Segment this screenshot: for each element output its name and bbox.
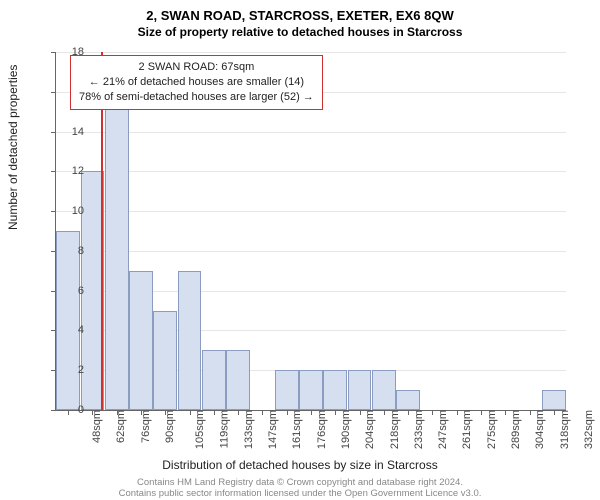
xtick-label: 105sqm [194,410,206,449]
bar [226,350,250,410]
xtick-mark [117,410,118,415]
xtick-mark [214,410,215,415]
xtick-label: 190sqm [340,410,352,449]
chart-subtitle: Size of property relative to detached ho… [0,23,600,39]
xtick-mark [408,410,409,415]
xtick-mark [384,410,385,415]
bar [542,390,566,410]
ytick-label: 0 [78,404,84,416]
bar [56,231,80,410]
gridline [56,251,566,252]
ytick-label: 4 [78,324,84,336]
xtick-label: 218sqm [389,410,401,449]
xtick-mark [141,410,142,415]
xtick-mark [360,410,361,415]
chart-container: 2, SWAN ROAD, STARCROSS, EXETER, EX6 8QW… [0,0,600,500]
bar [323,370,347,410]
info-line1: 2 SWAN ROAD: 67sqm [139,61,255,73]
xtick-mark [92,410,93,415]
xtick-mark [481,410,482,415]
ytick-label: 12 [72,165,84,177]
page-title: 2, SWAN ROAD, STARCROSS, EXETER, EX6 8QW [0,0,600,23]
y-axis-label: Number of detached properties [6,65,20,230]
xtick-label: 275sqm [486,410,498,449]
bar [129,271,153,410]
xtick-label: 289sqm [510,410,522,449]
bar [105,92,129,410]
ytick-label: 14 [72,126,84,138]
xtick-mark [262,410,263,415]
xtick-label: 147sqm [267,410,279,449]
xtick-mark [530,410,531,415]
xtick-mark [432,410,433,415]
footer-line1: Contains HM Land Registry data © Crown c… [137,477,463,488]
xtick-mark [190,410,191,415]
ytick-mark [51,52,56,53]
xtick-label: 332sqm [583,410,595,449]
bar [348,370,372,410]
xtick-label: 304sqm [534,410,546,449]
xtick-label: 176sqm [316,410,328,449]
ytick-mark [51,211,56,212]
info-box: 2 SWAN ROAD: 67sqm ← 21% of detached hous… [70,55,323,110]
xtick-label: 318sqm [559,410,571,449]
ytick-label: 2 [78,364,84,376]
gridline [56,171,566,172]
xtick-mark [238,410,239,415]
bar [299,370,323,410]
ytick-label: 10 [72,205,84,217]
x-axis-label: Distribution of detached houses by size … [0,458,600,472]
xtick-label: 261sqm [462,410,474,449]
gridline [56,132,566,133]
ytick-mark [51,410,56,411]
xtick-label: 133sqm [243,410,255,449]
footer-line2: Contains public sector information licen… [119,488,482,499]
xtick-label: 161sqm [292,410,304,449]
bar [153,311,177,410]
ytick-mark [51,171,56,172]
xtick-mark [287,410,288,415]
bar [396,390,420,410]
xtick-mark [165,410,166,415]
xtick-label: 119sqm [218,410,230,448]
xtick-mark [505,410,506,415]
xtick-label: 233sqm [413,410,425,449]
ytick-label: 6 [78,285,84,297]
gridline [56,211,566,212]
xtick-mark [335,410,336,415]
info-line3: 78% of semi-detached houses are larger (… [79,91,314,103]
bar [202,350,226,410]
xtick-label: 204sqm [364,410,376,449]
ytick-label: 8 [78,245,84,257]
bar [178,271,202,410]
xtick-mark [311,410,312,415]
info-line2: ← 21% of detached houses are smaller (14… [89,76,304,88]
xtick-label: 247sqm [437,410,449,449]
xtick-mark [457,410,458,415]
xtick-mark [554,410,555,415]
gridline [56,52,566,53]
bar [275,370,299,410]
xtick-mark [68,410,69,415]
bar [372,370,396,410]
footer-text: Contains HM Land Registry data © Crown c… [0,477,600,500]
ytick-mark [51,132,56,133]
ytick-mark [51,92,56,93]
